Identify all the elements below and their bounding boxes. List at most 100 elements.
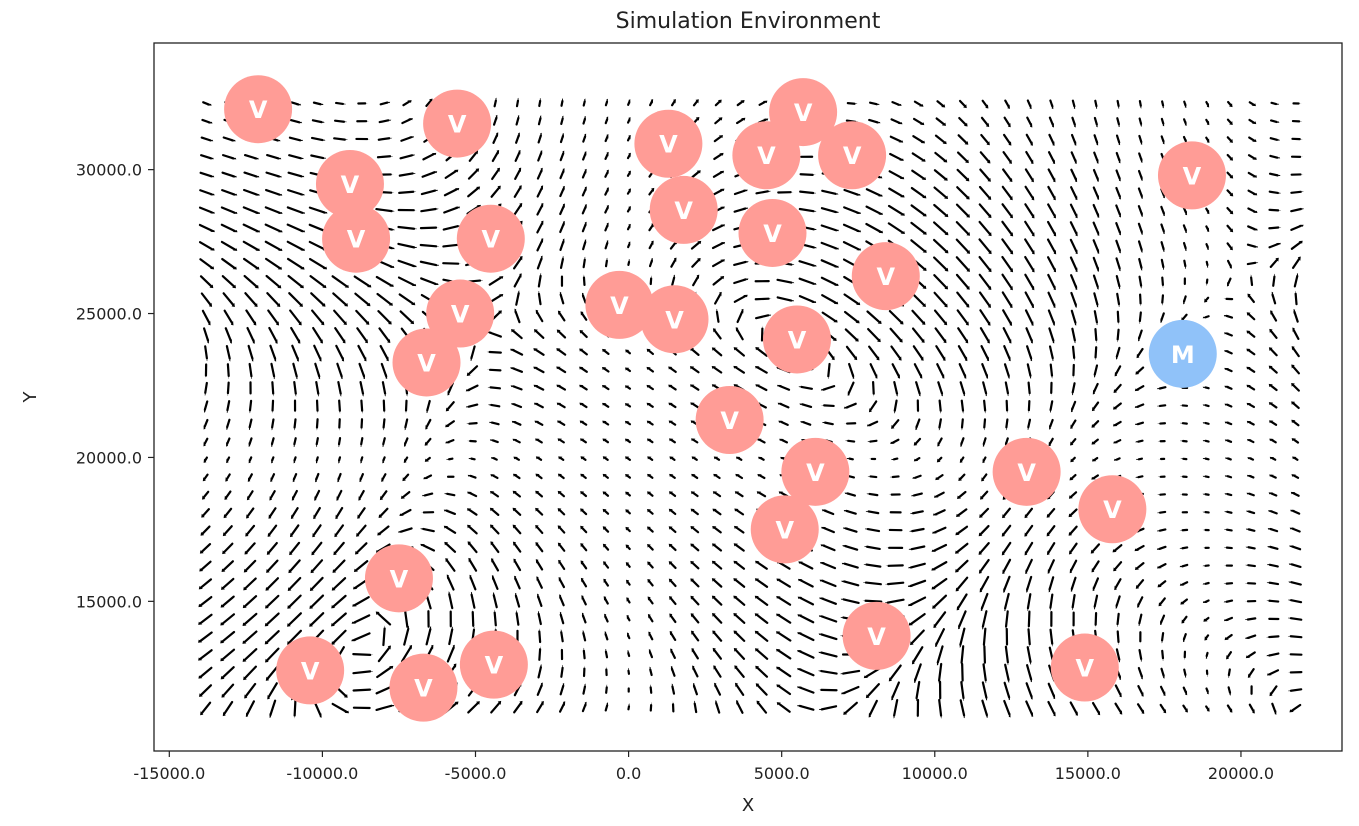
field-arrow bbox=[868, 400, 878, 413]
field-arrow bbox=[735, 456, 743, 461]
field-arrow bbox=[1069, 221, 1078, 237]
field-arrow bbox=[602, 491, 610, 497]
field-arrow bbox=[559, 256, 565, 269]
field-arrow bbox=[1024, 203, 1035, 219]
marker-v: V bbox=[224, 75, 293, 144]
field-arrow bbox=[1024, 238, 1035, 255]
field-arrow bbox=[1180, 457, 1188, 461]
field-arrow bbox=[869, 363, 878, 379]
field-arrow bbox=[1246, 330, 1256, 338]
field-arrow bbox=[1161, 294, 1165, 306]
field-arrow bbox=[669, 456, 676, 461]
field-arrow bbox=[1068, 508, 1078, 518]
field-arrow bbox=[331, 702, 349, 714]
x-tick-label: -10000.0 bbox=[286, 764, 358, 783]
field-arrow bbox=[246, 507, 255, 519]
field-arrow bbox=[1047, 273, 1056, 291]
field-arrow bbox=[890, 438, 900, 444]
field-arrow bbox=[582, 647, 586, 660]
field-arrow bbox=[1137, 685, 1144, 697]
field-arrow bbox=[1115, 169, 1121, 182]
field-arrow bbox=[958, 473, 966, 481]
marker-circle bbox=[392, 328, 461, 397]
field-arrow bbox=[820, 241, 839, 250]
field-arrow bbox=[1138, 100, 1142, 109]
field-arrow bbox=[955, 203, 970, 218]
field-arrow bbox=[647, 614, 654, 623]
field-arrow bbox=[536, 238, 544, 252]
field-arrow bbox=[1287, 617, 1303, 621]
field-arrow bbox=[580, 543, 588, 552]
field-arrow bbox=[776, 666, 792, 678]
field-arrow bbox=[602, 526, 610, 533]
field-arrow bbox=[1112, 420, 1122, 427]
field-arrow bbox=[1092, 577, 1100, 592]
field-arrow bbox=[1290, 190, 1304, 194]
field-arrow bbox=[513, 185, 522, 198]
field-arrow bbox=[979, 151, 991, 164]
field-arrow bbox=[1246, 510, 1256, 515]
field-arrow bbox=[691, 648, 699, 660]
field-arrow bbox=[264, 257, 282, 270]
field-arrow bbox=[1179, 404, 1189, 407]
field-arrow bbox=[288, 559, 301, 574]
field-arrow bbox=[935, 345, 946, 361]
field-arrow bbox=[492, 592, 498, 609]
field-arrow bbox=[778, 420, 789, 427]
field-arrow bbox=[798, 561, 814, 570]
field-arrow bbox=[243, 577, 257, 591]
field-arrow bbox=[797, 632, 815, 642]
field-arrow bbox=[1002, 327, 1012, 344]
field-arrow bbox=[265, 594, 280, 609]
field-arrow bbox=[1223, 314, 1234, 319]
field-arrow bbox=[887, 222, 905, 235]
field-arrow bbox=[1224, 439, 1233, 443]
field-arrow bbox=[1025, 150, 1034, 165]
field-arrow bbox=[1226, 242, 1233, 251]
field-arrow bbox=[248, 418, 253, 431]
field-arrow bbox=[1026, 646, 1032, 665]
field-arrow bbox=[1224, 403, 1233, 408]
field-arrow bbox=[910, 204, 927, 217]
field-arrow bbox=[1291, 474, 1300, 479]
marker-circle bbox=[695, 386, 764, 455]
plot-frame bbox=[153, 42, 1343, 752]
marker-v: V bbox=[322, 204, 391, 273]
marker-label: V bbox=[674, 197, 693, 225]
field-arrow bbox=[713, 135, 723, 143]
field-arrow bbox=[776, 613, 792, 624]
marker-circle bbox=[1148, 319, 1217, 388]
field-arrow bbox=[1271, 702, 1277, 715]
field-arrow bbox=[1136, 703, 1145, 714]
field-arrow bbox=[448, 591, 454, 610]
field-arrow bbox=[1115, 257, 1121, 272]
marker-circle bbox=[992, 437, 1061, 506]
field-arrow bbox=[1091, 438, 1099, 445]
field-arrow bbox=[1270, 101, 1280, 106]
field-arrow bbox=[1026, 593, 1032, 612]
field-arrow bbox=[375, 207, 395, 213]
marker-circle bbox=[781, 437, 850, 506]
field-arrow bbox=[956, 291, 970, 308]
field-arrow bbox=[1291, 346, 1300, 358]
field-arrow bbox=[1047, 185, 1056, 201]
field-arrow bbox=[1290, 207, 1304, 213]
field-arrow bbox=[712, 630, 723, 642]
marker-v: V bbox=[1157, 141, 1226, 210]
marker-circle bbox=[842, 601, 911, 670]
field-arrow bbox=[1070, 456, 1076, 463]
field-arrow bbox=[843, 206, 861, 214]
field-arrow bbox=[1269, 257, 1279, 268]
field-arrow bbox=[335, 101, 346, 106]
marker-v: V bbox=[389, 653, 458, 722]
field-arrow bbox=[271, 456, 275, 464]
field-arrow bbox=[1182, 633, 1187, 643]
field-arrow bbox=[626, 206, 631, 213]
field-arrow bbox=[1205, 651, 1209, 659]
field-arrow bbox=[910, 239, 927, 253]
field-arrow bbox=[1070, 274, 1078, 290]
field-arrow bbox=[1004, 663, 1010, 683]
field-arrow bbox=[1026, 664, 1033, 683]
field-arrow bbox=[243, 188, 260, 196]
